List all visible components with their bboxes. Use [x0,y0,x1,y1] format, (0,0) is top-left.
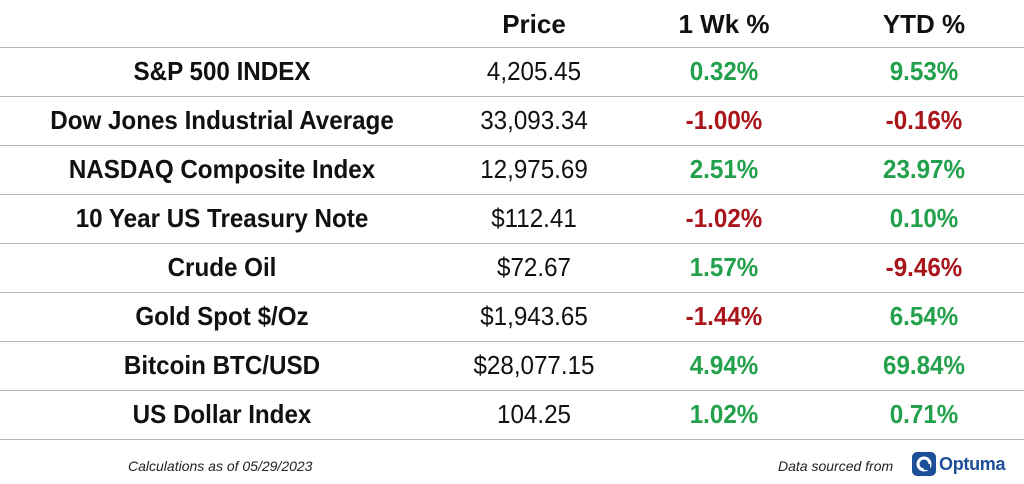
week-change: -1.00% [631,95,817,145]
table-row: S&P 500 INDEX 4,205.45 0.32% 9.53% [0,46,1024,96]
price-value: 4,205.45 [450,46,618,96]
table-row: NASDAQ Composite Index 12,975.69 2.51% 23.9… [0,144,1024,194]
instrument-name: US Dollar Index [15,389,429,440]
week-change: 1.02% [631,389,817,440]
price-value: 104.25 [450,389,618,440]
ytd-change: 9.53% [831,46,1017,96]
price-value: $72.67 [450,242,618,292]
week-change: -1.02% [631,193,817,243]
ytd-change: 69.84% [831,340,1017,390]
ytd-change: 6.54% [831,291,1017,341]
header-ytd: YTD % [882,8,966,39]
table-row: 10 Year US Treasury Note $112.41 -1.02% 0.1… [0,193,1024,243]
calculation-date-note: Calculations as of 05/29/2023 [128,458,313,474]
instrument-name: 10 Year US Treasury Note [15,193,429,243]
instrument-name: Gold Spot $/Oz [15,291,429,341]
table-row: Gold Spot $/Oz $1,943.65 -1.44% 6.54% [0,291,1024,341]
instrument-name: NASDAQ Composite Index [15,144,429,194]
optuma-logo-text: Optuma [939,453,1006,474]
ytd-change: -0.16% [831,95,1017,145]
market-table: Price 1 Wk % YTD % S&P 500 INDEX 4,205.45… [0,0,1024,440]
header-row: Price 1 Wk % YTD % [0,0,1024,47]
header-name [0,0,444,47]
price-value: $112.41 [450,193,618,243]
ytd-change: 0.10% [831,193,1017,243]
header-price: Price [502,8,566,39]
week-change: 0.32% [631,46,817,96]
table-row: US Dollar Index 104.25 1.02% 0.71% [0,389,1024,440]
header-week: 1 Wk % [678,8,770,39]
instrument-name: Crude Oil [15,242,429,292]
ytd-change: 23.97% [831,144,1017,194]
optuma-logo-icon [912,452,936,476]
week-change: -1.44% [631,291,817,341]
week-change: 2.51% [631,144,817,194]
week-change: 1.57% [631,242,817,292]
data-source-label: Data sourced from [778,458,894,474]
table-row: Dow Jones Industrial Average 33,093.34 -1.… [0,95,1024,145]
instrument-name: Dow Jones Industrial Average [15,95,429,145]
ytd-change: -9.46% [831,242,1017,292]
price-value: $1,943.65 [450,291,618,341]
week-change: 4.94% [631,340,817,390]
price-value: 12,975.69 [450,144,618,194]
table-row: Bitcoin BTC/USD $28,077.15 4.94% 69.84% [0,340,1024,390]
optuma-logo: Optuma [912,452,1006,476]
table-row: Crude Oil $72.67 1.57% -9.46% [0,242,1024,292]
instrument-name: S&P 500 INDEX [15,46,429,96]
price-value: $28,077.15 [450,340,618,390]
price-value: 33,093.34 [450,95,618,145]
instrument-name: Bitcoin BTC/USD [15,340,429,390]
ytd-change: 0.71% [831,389,1017,440]
